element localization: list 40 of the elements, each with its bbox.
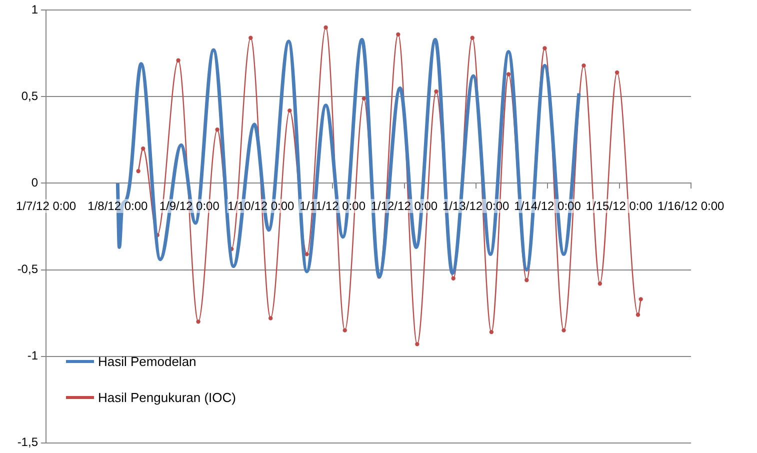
point (434, 89, 438, 94)
y-tick-label: -1 (27, 348, 38, 363)
point (542, 46, 547, 50)
y-tick-label: 1 (31, 2, 38, 17)
point (215, 128, 220, 132)
point (451, 276, 456, 281)
x-tick-label: 1/12/12 0:00 (370, 199, 439, 214)
point (396, 32, 400, 37)
y-tick-label: -0,5 (17, 262, 38, 276)
y-tick-label: 0,5 (21, 89, 38, 104)
point (176, 58, 180, 62)
point (636, 312, 640, 317)
point (614, 70, 620, 75)
x-tick-label: 1/16/12 0:00 (656, 199, 726, 214)
point (489, 330, 494, 334)
point (524, 278, 529, 282)
x-tick-label: 1/9/12 0:00 (158, 199, 220, 214)
point (288, 108, 292, 113)
point (304, 252, 309, 256)
x-tick-label: 1/10/12 0:00 (226, 199, 296, 214)
x-tick-label: 1/8/12 0:00 (86, 199, 149, 214)
point (342, 328, 347, 332)
point (562, 328, 566, 332)
x-tick-label: 1/7/12 0:00 (15, 199, 78, 214)
point (470, 36, 474, 40)
y-tick-label: 0 (31, 176, 38, 190)
point (196, 320, 200, 324)
point (415, 342, 420, 346)
point (141, 146, 146, 151)
legend-label: Hasil Pengukuran (IOC) (98, 390, 236, 406)
x-tick-label: 1/15/12 0:00 (584, 199, 654, 214)
x-tick-label: 1/13/12 0:00 (442, 199, 510, 214)
y-tick-label: -1,5 (17, 435, 38, 450)
point (506, 72, 511, 76)
x-tick-label: 1/11/12 0:00 (298, 199, 366, 214)
point (268, 316, 273, 320)
legend-label: Hasil Pemodelan (98, 354, 196, 370)
point (598, 282, 602, 286)
point (324, 25, 328, 30)
x-tick-label: 1/14/12 0:00 (513, 199, 582, 214)
